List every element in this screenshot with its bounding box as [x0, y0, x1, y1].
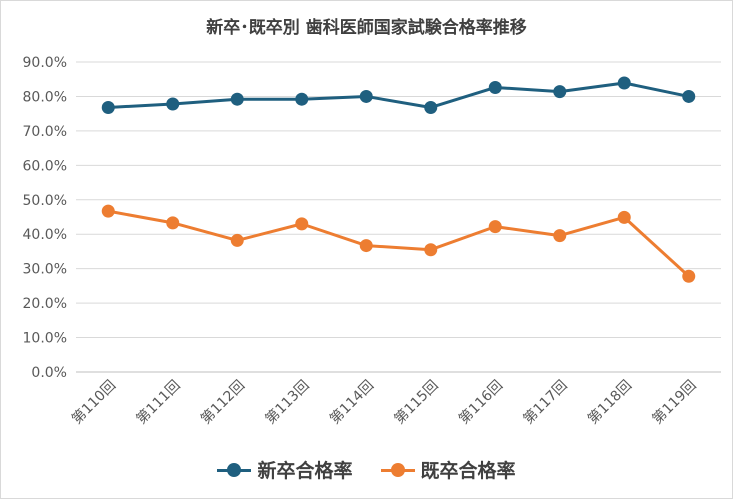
- x-tick-label: 第112回: [197, 377, 248, 428]
- data-point: [101, 204, 115, 218]
- series-line-0: [108, 81, 690, 109]
- x-tick-label: 第114回: [326, 377, 377, 428]
- data-point: [166, 97, 180, 111]
- data-point: [424, 100, 438, 114]
- x-tick-label: 第118回: [584, 377, 635, 428]
- chart-title: 新卒･既卒別 歯科医師国家試験合格率推移: [206, 18, 527, 38]
- x-tick-label: 第113回: [262, 377, 313, 428]
- series-line-1: [107, 209, 690, 278]
- legend-marker-new-grad: [217, 462, 252, 477]
- data-point: [553, 85, 567, 99]
- x-tick-label: 第115回: [391, 377, 442, 428]
- x-tick-label: 第117回: [520, 377, 571, 428]
- data-point: [295, 217, 309, 231]
- data-point: [359, 89, 373, 103]
- y-tick-label: 80.0%: [23, 89, 67, 105]
- x-tick-label: 第110回: [68, 377, 119, 428]
- y-tick-label: 50.0%: [23, 193, 67, 209]
- x-tick-label: 第119回: [649, 377, 700, 428]
- data-point: [488, 220, 502, 234]
- legend-label-new-grad: 新卒合格率: [257, 460, 353, 482]
- data-point: [617, 210, 631, 224]
- x-tick-label: 第111回: [133, 377, 184, 428]
- y-tick-label: 90.0%: [23, 55, 67, 71]
- data-point: [553, 229, 567, 243]
- y-tick-label: 20.0%: [23, 296, 67, 312]
- y-tick-label: 70.0%: [23, 124, 67, 140]
- y-tick-label: 30.0%: [23, 262, 67, 278]
- legend-item-new-grad: 新卒合格率: [217, 456, 353, 483]
- data-point: [166, 216, 180, 230]
- y-tick-label: 60.0%: [23, 158, 67, 174]
- data-point: [230, 92, 244, 106]
- data-point: [682, 269, 696, 283]
- data-point: [359, 239, 373, 253]
- y-tick-label: 10.0%: [23, 331, 67, 347]
- legend-marker-repeat: [380, 462, 415, 477]
- data-point: [617, 76, 631, 90]
- y-tick-label: 0.0%: [31, 365, 67, 381]
- data-point: [682, 89, 696, 103]
- data-point: [295, 92, 309, 106]
- data-point: [424, 243, 438, 257]
- legend-item-repeat: 既卒合格率: [380, 456, 516, 483]
- legend: 新卒合格率 既卒合格率: [1, 456, 732, 483]
- y-tick-label: 40.0%: [23, 227, 67, 243]
- data-point: [230, 233, 244, 247]
- x-tick-label: 第116回: [455, 377, 506, 428]
- legend-label-repeat: 既卒合格率: [420, 460, 516, 482]
- data-point: [101, 100, 115, 114]
- data-point: [488, 80, 502, 94]
